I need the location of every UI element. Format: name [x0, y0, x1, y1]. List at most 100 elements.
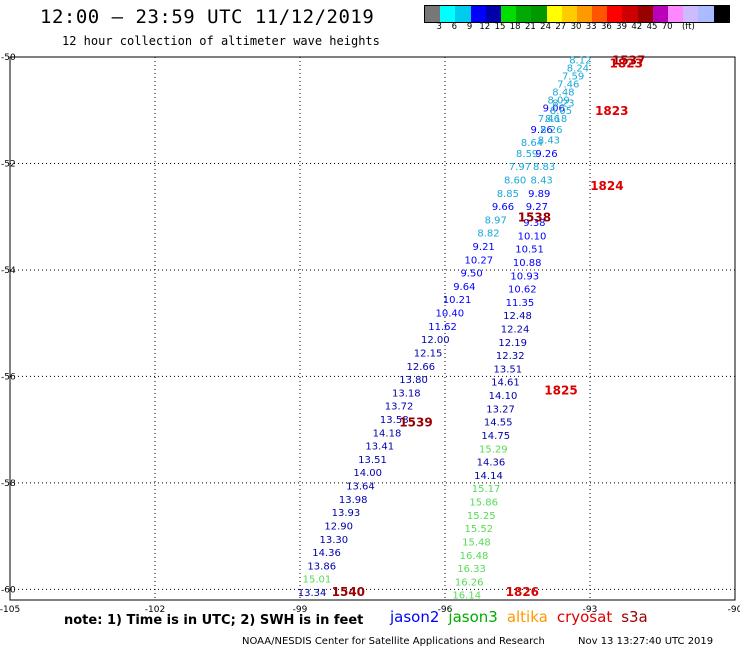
- swh-value: 9.21: [473, 242, 495, 253]
- colorbar-label: (ft): [681, 22, 695, 32]
- swh-value: 9.26: [531, 125, 553, 136]
- swh-value: 13.41: [365, 442, 394, 453]
- swh-value: 8.60: [504, 175, 526, 186]
- swh-value: 14.14: [474, 471, 503, 482]
- colorbar-label: 15: [494, 22, 506, 32]
- colorbar-swatch: [516, 6, 532, 22]
- swh-value: 16.14: [452, 591, 481, 602]
- swh-value: 12.48: [503, 311, 532, 322]
- swh-value: 12.90: [324, 521, 353, 532]
- footer-note: note: 1) Time is in UTC; 2) SWH is in fe…: [64, 613, 364, 628]
- swh-value: 13.51: [494, 364, 523, 375]
- swh-value: 9.06: [543, 104, 565, 115]
- credit-text: NOAA/NESDIS Center for Satellite Applica…: [242, 636, 545, 647]
- swh-value: 13.27: [486, 404, 515, 415]
- page-subtitle: 12 hour collection of altimeter wave hei…: [62, 34, 380, 48]
- swh-value: 13.64: [346, 482, 375, 493]
- colorbar-label: 12: [479, 22, 491, 32]
- colorbar-label: 27: [555, 22, 567, 32]
- swh-value: 8.59: [516, 149, 538, 160]
- swh-value: 8.09: [547, 96, 569, 107]
- swh-value: 15.29: [479, 444, 508, 455]
- x-tick-label: -90: [728, 605, 740, 615]
- colorbar-swatch: [561, 6, 577, 22]
- y-tick-label: -58: [1, 479, 16, 489]
- colorbar-swatch: [440, 6, 456, 22]
- pass-time-label: 1540: [332, 585, 365, 599]
- swh-value: 8.43: [538, 136, 560, 147]
- swh-value: 9.26: [535, 149, 557, 160]
- colorbar-swatch: [622, 6, 638, 22]
- colorbar-swatch: [637, 6, 653, 22]
- swh-value: 9.66: [492, 202, 514, 213]
- swh-value: 9.27: [526, 202, 548, 213]
- colorbar-label: 36: [600, 22, 612, 32]
- colorbar-swatch: [455, 6, 471, 22]
- swh-value: 15.48: [462, 537, 491, 548]
- swh-value: 9.64: [453, 282, 475, 293]
- swh-value: 8.85: [497, 189, 519, 200]
- colorbar-label: 21: [524, 22, 536, 32]
- x-tick-label: -99: [293, 605, 308, 615]
- pass-time-label: 1823: [595, 104, 628, 118]
- colorbar-swatch: [576, 6, 593, 22]
- colorbar-swatch: [470, 6, 486, 22]
- swh-value: 10.88: [513, 258, 542, 269]
- legend-s3a: s3a: [621, 608, 648, 626]
- swh-value: 8.18: [545, 114, 567, 125]
- colorbar-label: 18: [509, 22, 521, 32]
- swh-value: 8.12: [569, 56, 591, 67]
- satellite-legend: jason2 jason3 altika cryosat s3a: [390, 608, 657, 626]
- legend-jason3: jason3: [448, 608, 498, 626]
- swh-value: 10.51: [515, 245, 544, 256]
- swh-value: 8.23: [552, 98, 574, 109]
- colorbar-swatch: [425, 6, 441, 22]
- swh-value: 10.40: [436, 309, 465, 320]
- swh-value: 7.59: [562, 72, 584, 83]
- colorbar-swatch: [485, 6, 501, 22]
- swh-value: 7.46: [557, 80, 579, 91]
- swh-value: 16.33: [457, 564, 486, 575]
- swh-value: 14.10: [489, 391, 518, 402]
- swh-value: 10.62: [508, 285, 537, 296]
- swh-value: 11.35: [506, 298, 535, 309]
- swh-value: 14.55: [484, 418, 513, 429]
- y-tick-label: -50: [1, 53, 16, 63]
- colorbar-label: 6: [451, 22, 458, 32]
- colorbar-label: 45: [646, 22, 658, 32]
- swh-value: 12.24: [501, 325, 530, 336]
- y-tick-label: -52: [1, 159, 16, 169]
- colorbar-swatch: [500, 6, 517, 22]
- swh-value: 7.46: [538, 114, 560, 125]
- colorbar-label: 39: [616, 22, 628, 32]
- y-tick-label: -56: [1, 372, 16, 382]
- colorbar-label: 70: [661, 22, 673, 32]
- swh-value: 12.00: [421, 335, 450, 346]
- x-tick-label: -105: [0, 605, 20, 615]
- swh-value: 10.27: [465, 255, 494, 266]
- swh-value: 9.38: [523, 218, 545, 229]
- swh-value: 7.97: [509, 162, 531, 173]
- x-tick-label: -96: [438, 605, 453, 615]
- swh-value: 13.18: [392, 388, 421, 399]
- colorbar-swatch: [652, 6, 668, 22]
- swh-value: 12.19: [498, 338, 527, 349]
- swh-value: 8.43: [531, 175, 553, 186]
- colorbar-label: 42: [631, 22, 643, 32]
- pass-time-label: 1826: [506, 585, 539, 599]
- colorbar-label: 30: [570, 22, 582, 32]
- swh-value: 8.97: [485, 215, 507, 226]
- swh-value: 10.21: [443, 295, 472, 306]
- swh-value: 12.15: [414, 348, 443, 359]
- x-tick-label: -93: [583, 605, 598, 615]
- swh-value: 14.18: [373, 428, 402, 439]
- colorbar-label: 24: [540, 22, 552, 32]
- swh-value: 13.72: [385, 402, 414, 413]
- swh-value: 13.51: [358, 455, 387, 466]
- plot-frame: [9, 56, 736, 601]
- swh-value: 12.66: [407, 362, 436, 373]
- colorbar-label: 33: [585, 22, 597, 32]
- swh-value: 15.52: [465, 524, 494, 535]
- pass-time-label: 1824: [590, 179, 623, 193]
